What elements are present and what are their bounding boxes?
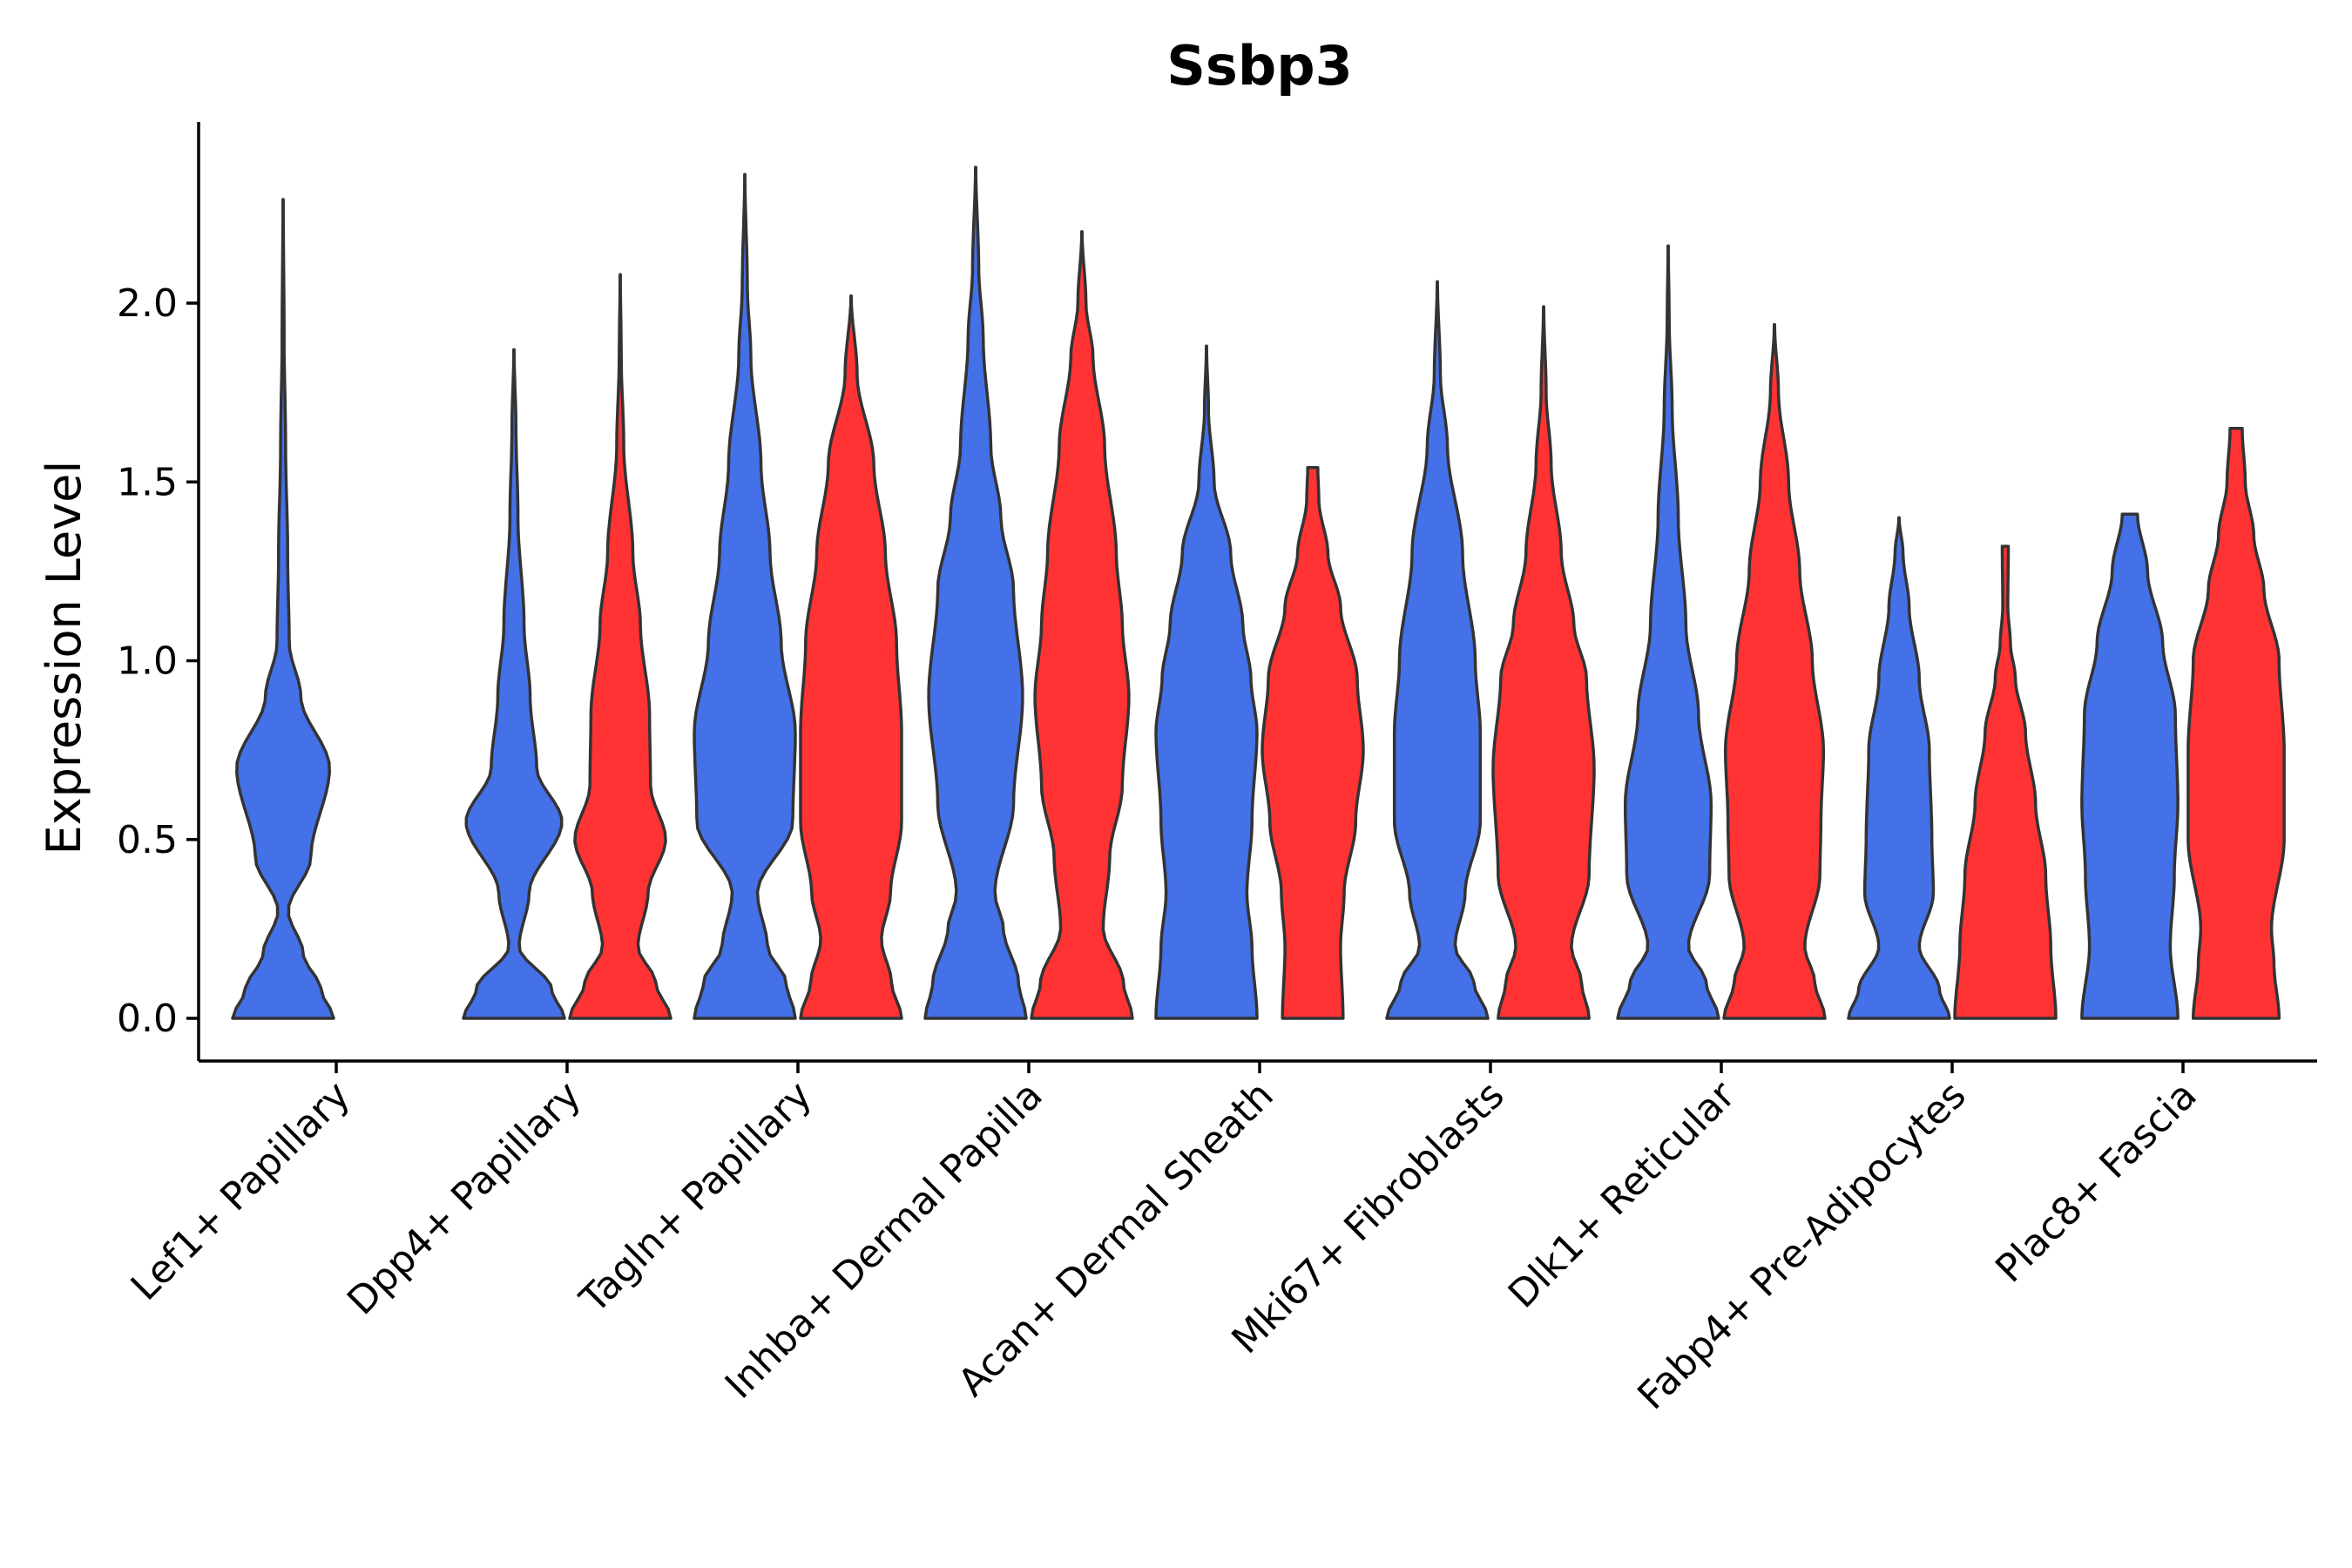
violin-group2 (2186, 426, 2286, 1020)
violin-group1 (231, 198, 335, 1020)
x-category-label: Dpp4+ Papillary (339, 1073, 590, 1324)
violin-group1 (1385, 280, 1490, 1020)
x-category-label: Dlk1+ Reticular (1500, 1072, 1745, 1317)
y-ticks: 0.0 0.5 1.0 1.5 2.0 (117, 281, 199, 1041)
y-tick-label: 0.5 (117, 818, 178, 862)
violin-group1 (2080, 512, 2180, 1020)
violin-group1 (1616, 244, 1720, 1020)
violin-group2 (568, 273, 672, 1020)
violin-group1 (923, 166, 1028, 1020)
y-tick-label: 1.0 (117, 639, 178, 684)
y-tick-label: 1.5 (117, 460, 178, 504)
violin-group2 (1953, 544, 2058, 1020)
x-category-label: Plac8+ Fascia (1987, 1073, 2206, 1292)
chart-title: Ssbp3 (1166, 34, 1352, 98)
violin-group1 (1847, 516, 1951, 1020)
violin-group1 (462, 348, 566, 1020)
violin-group2 (1491, 305, 1596, 1020)
violin-group (231, 166, 2286, 1020)
violin-group2 (1030, 230, 1134, 1020)
y-tick-label: 0.0 (117, 997, 178, 1041)
violin-group1 (693, 172, 797, 1020)
x-category-label: Tagln+ Papillary (571, 1073, 821, 1322)
y-axis-label: Expression Level (37, 461, 91, 855)
x-category-label: Lef1+ Papillary (123, 1073, 359, 1309)
violin-group1 (1154, 344, 1259, 1020)
violin-group2 (1260, 466, 1365, 1020)
violin-group2 (799, 294, 903, 1020)
violin-group2 (1722, 322, 1827, 1020)
y-tick-label: 2.0 (117, 281, 178, 326)
